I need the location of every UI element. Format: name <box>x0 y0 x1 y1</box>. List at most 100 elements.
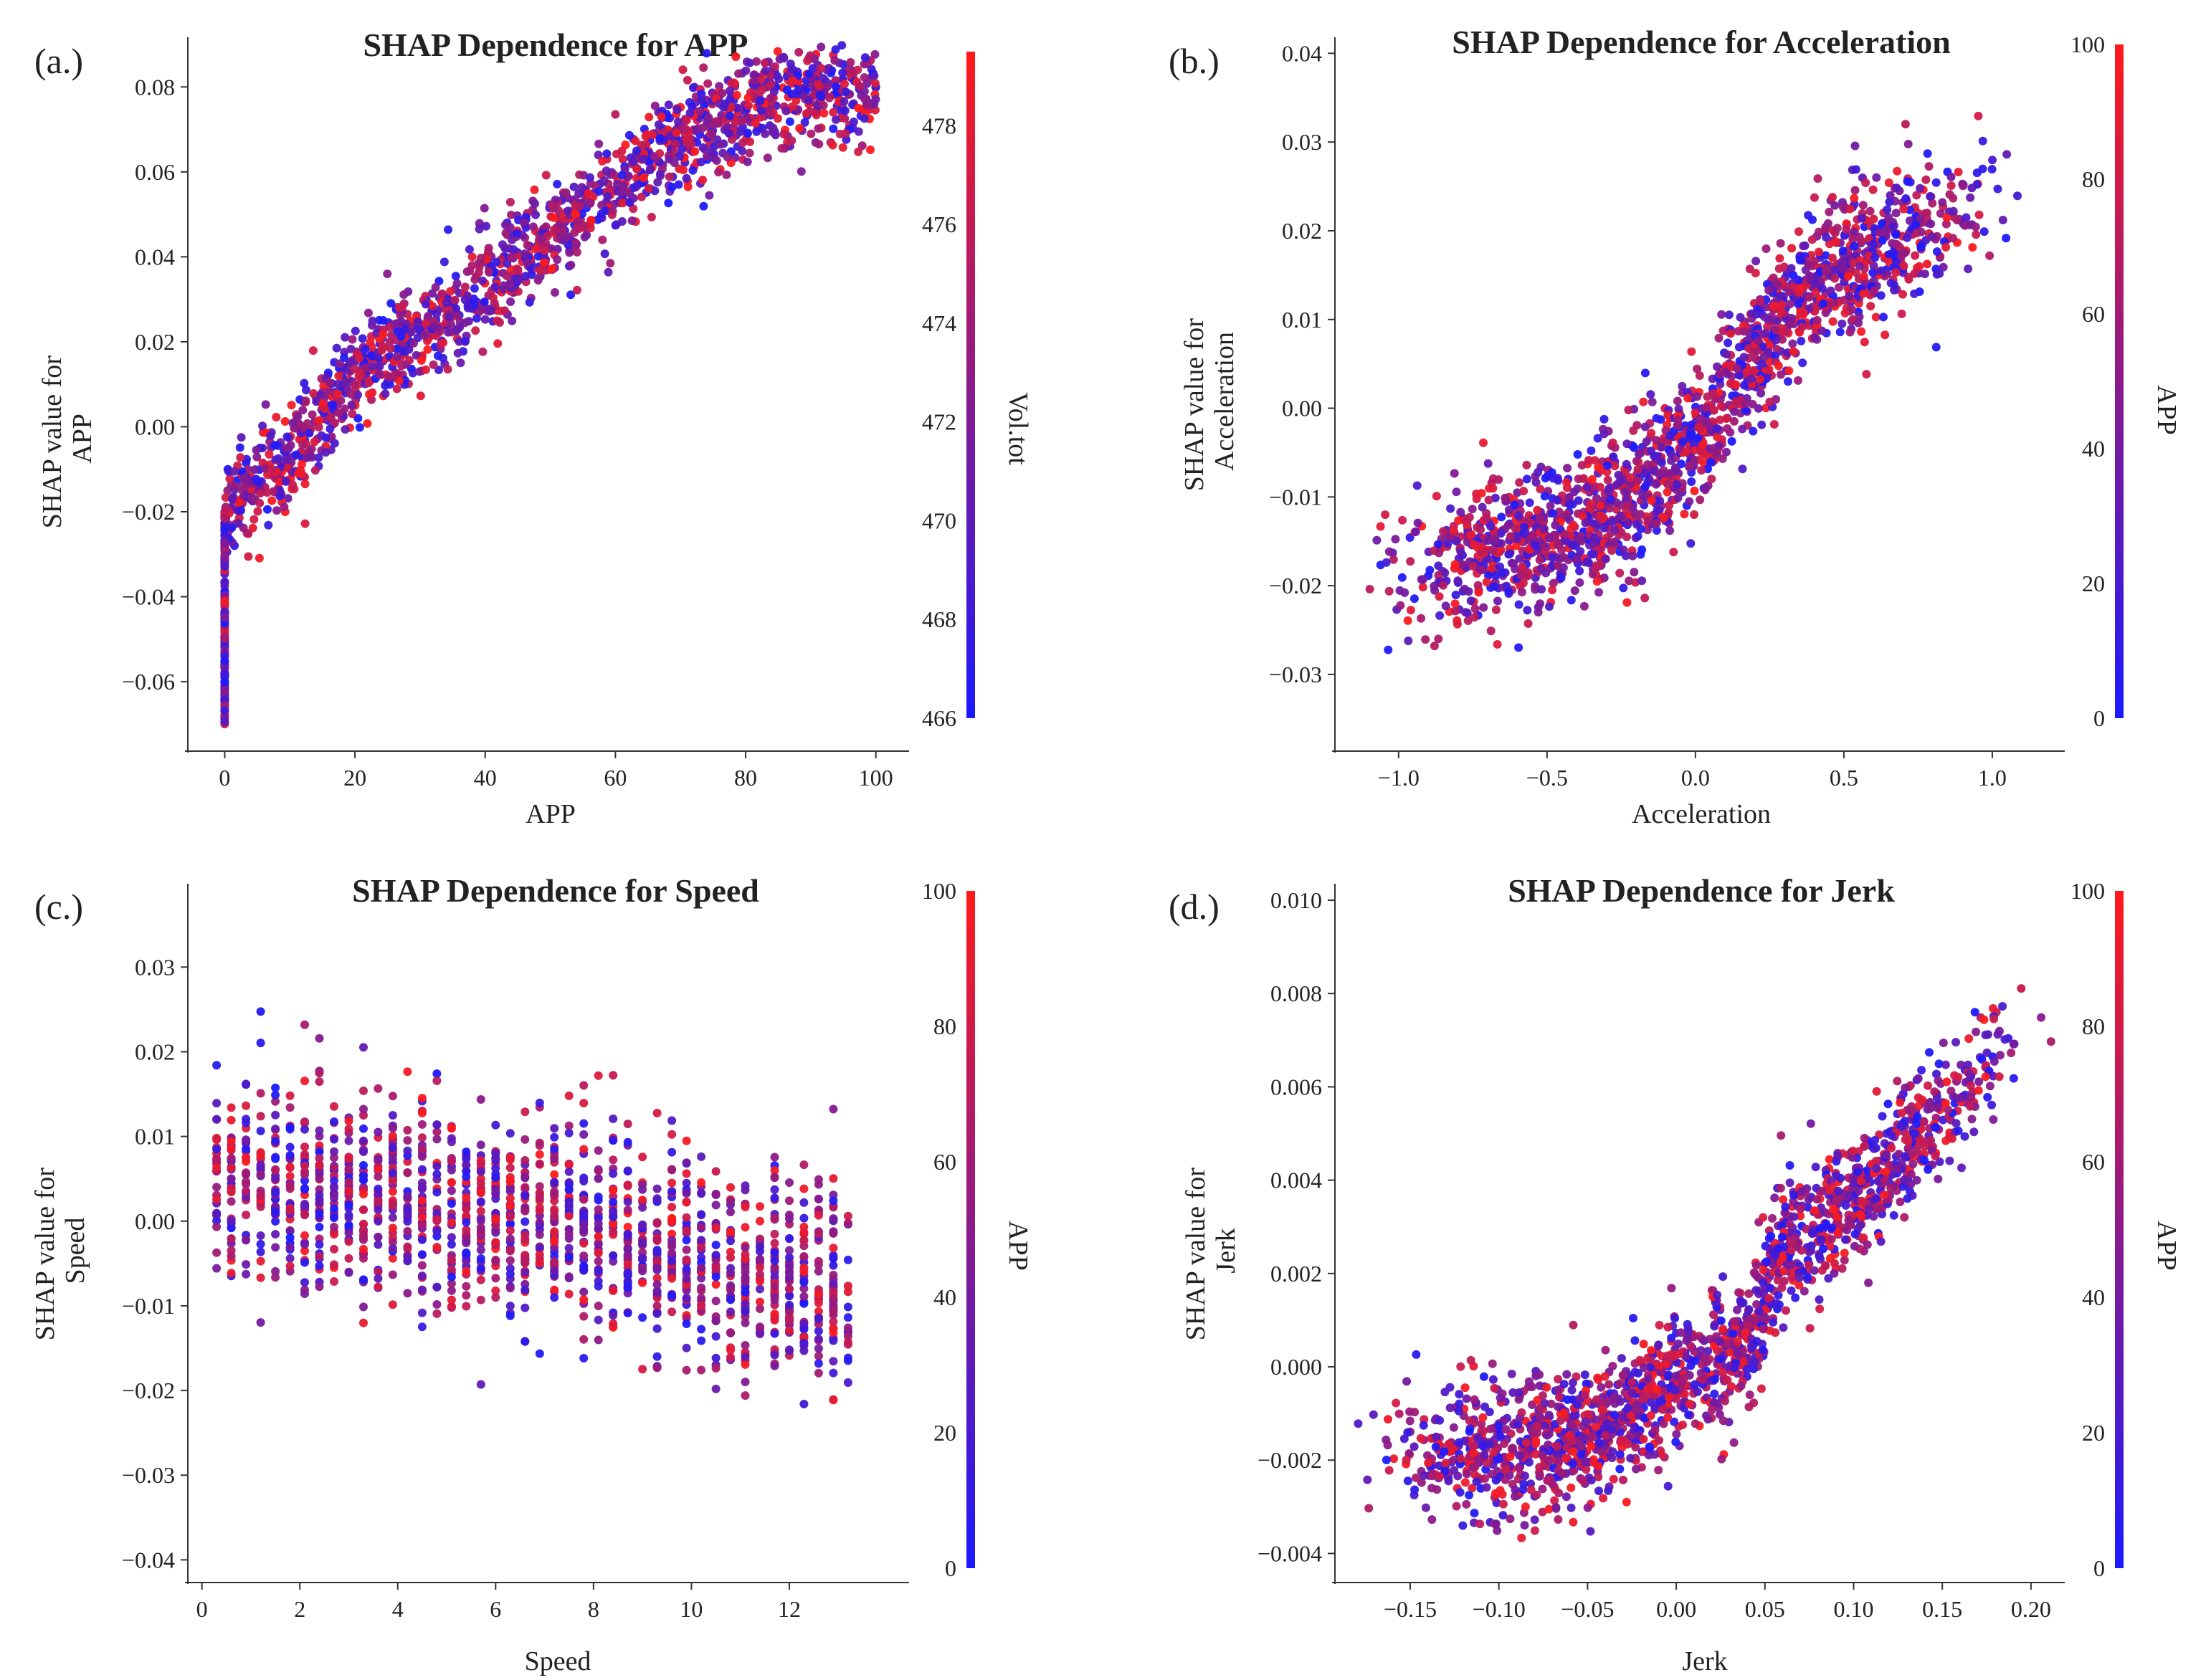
data-point <box>1515 478 1524 487</box>
data-point <box>1868 185 1878 194</box>
data-point <box>646 164 655 173</box>
data-point <box>682 115 691 125</box>
y-axis: −0.06−0.04−0.020.000.020.040.060.08 <box>122 37 189 753</box>
data-point <box>403 1146 412 1155</box>
data-point <box>1493 596 1502 606</box>
data-point <box>1878 236 1887 245</box>
data-point <box>350 365 359 374</box>
data-point <box>682 1236 691 1245</box>
data-point <box>664 199 673 208</box>
data-point <box>1537 585 1546 594</box>
data-point <box>824 93 834 102</box>
data-point <box>432 1135 442 1144</box>
data-point <box>407 328 416 337</box>
data-point <box>315 1034 324 1043</box>
data-point <box>731 52 741 62</box>
data-point <box>416 391 425 401</box>
data-point <box>274 454 283 463</box>
data-point <box>434 366 443 375</box>
data-point <box>212 1264 222 1273</box>
data-point <box>1770 302 1779 311</box>
data-point <box>1612 479 1622 489</box>
data-point <box>741 1223 750 1232</box>
data-point <box>227 1115 236 1125</box>
data-point <box>228 495 237 504</box>
data-point <box>838 68 847 77</box>
data-point <box>265 450 274 459</box>
data-point <box>234 498 244 507</box>
data-point <box>344 1228 353 1238</box>
data-point <box>1603 461 1612 470</box>
data-point <box>1686 539 1696 548</box>
data-point <box>1860 338 1869 347</box>
data-point <box>785 1178 794 1187</box>
data-point <box>674 180 683 189</box>
data-point <box>252 445 261 454</box>
data-point <box>785 1196 794 1206</box>
data-point <box>220 596 229 606</box>
data-point <box>1810 333 1820 342</box>
data-point <box>212 1208 222 1218</box>
data-point <box>221 493 230 502</box>
data-point <box>1657 443 1666 452</box>
data-point <box>374 354 384 363</box>
data-point <box>308 346 318 355</box>
colorbar-tick-label: 472 <box>922 409 956 435</box>
data-point <box>413 318 422 326</box>
data-point <box>564 1253 574 1262</box>
data-point <box>394 303 404 312</box>
data-point <box>248 523 257 533</box>
data-point <box>683 75 692 85</box>
data-point <box>1861 178 1870 187</box>
data-point <box>359 1136 368 1145</box>
y-axis-label-line2: Acceleration <box>1209 332 1240 471</box>
data-point <box>330 1147 338 1156</box>
data-point <box>1381 510 1390 520</box>
data-point <box>1456 547 1465 556</box>
data-point <box>814 124 823 133</box>
data-point <box>1752 346 1762 355</box>
data-point <box>300 1183 309 1193</box>
data-point <box>1615 568 1625 578</box>
chart-title: SHAP Dependence for Acceleration <box>1452 24 1950 60</box>
data-point <box>495 318 504 327</box>
data-point <box>655 133 665 143</box>
data-point <box>724 128 733 138</box>
data-point <box>220 678 229 687</box>
data-point <box>405 355 414 365</box>
data-point <box>722 171 731 179</box>
data-point <box>609 1115 618 1123</box>
data-point <box>1825 207 1834 216</box>
data-point <box>1479 438 1488 447</box>
data-point <box>397 361 407 371</box>
data-point <box>841 87 850 97</box>
data-point <box>726 1352 735 1362</box>
data-point <box>1772 325 1781 335</box>
x-tick-label: 0.5 <box>1830 765 1858 791</box>
data-point <box>467 261 477 270</box>
data-point <box>1548 509 1557 518</box>
data-point <box>726 1208 735 1216</box>
data-point <box>870 100 879 109</box>
data-point <box>697 1325 706 1334</box>
data-point <box>579 1177 589 1185</box>
data-point <box>1623 500 1632 510</box>
data-point <box>1903 177 1912 186</box>
data-point <box>275 477 284 487</box>
data-point <box>1754 336 1763 345</box>
data-point <box>1514 600 1523 609</box>
data-point <box>1435 548 1444 558</box>
data-point <box>460 282 470 292</box>
data-point <box>1882 226 1891 236</box>
data-point <box>1603 475 1612 485</box>
data-point <box>262 488 272 497</box>
data-point <box>476 1223 485 1232</box>
data-point <box>682 1213 691 1222</box>
data-point <box>266 431 275 440</box>
data-point <box>647 130 657 139</box>
data-point <box>348 401 357 411</box>
data-point <box>1945 190 1954 199</box>
y-tick-label: 0.01 <box>1282 307 1322 333</box>
data-point <box>365 390 374 399</box>
data-point <box>777 143 786 153</box>
